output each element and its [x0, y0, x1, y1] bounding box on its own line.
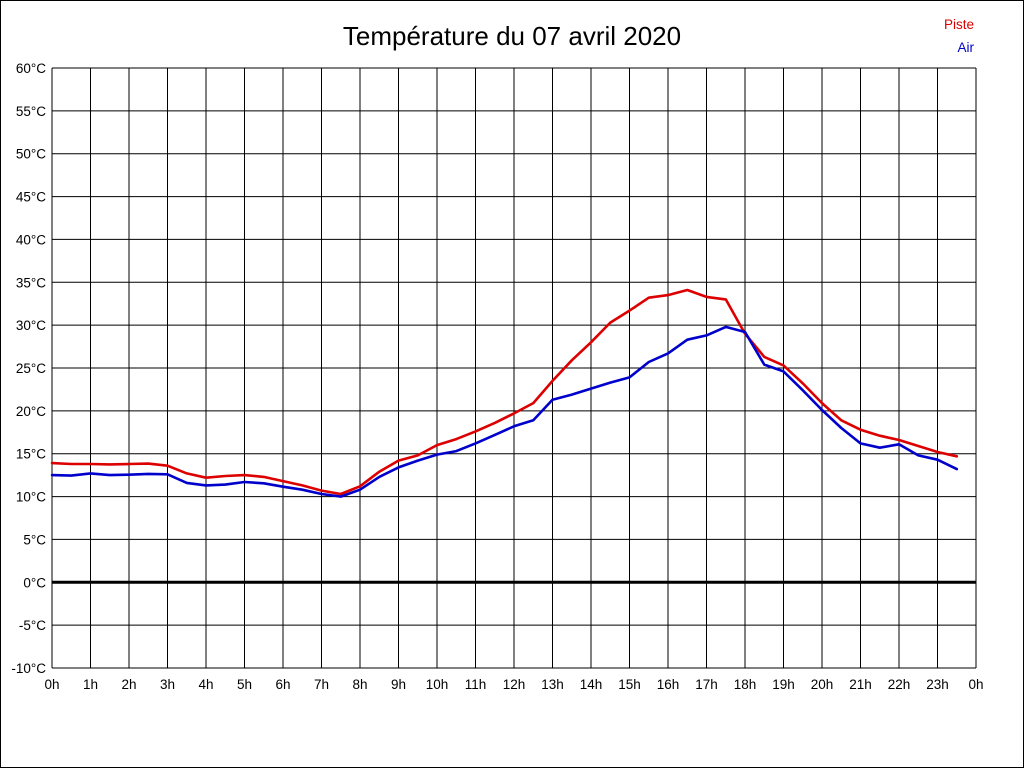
y-tick-label: 30°C: [16, 318, 46, 333]
x-tick-label: 3h: [160, 677, 175, 692]
x-tick-label: 22h: [888, 677, 911, 692]
x-tick-label: 16h: [657, 677, 680, 692]
chart-title: Température du 07 avril 2020: [342, 21, 682, 51]
x-tick-label: 6h: [275, 677, 290, 692]
x-tick-label: 0h: [968, 677, 983, 692]
x-tick-label: 2h: [121, 677, 136, 692]
y-tick-label: 40°C: [16, 232, 46, 247]
x-tick-label: 18h: [734, 677, 757, 692]
x-tick-label: 5h: [237, 677, 252, 692]
chart-legend: Piste Air: [944, 13, 974, 59]
y-tick-label: 25°C: [16, 361, 46, 376]
legend-air-label: Air: [957, 40, 975, 55]
y-tick-label: -10°C: [11, 661, 46, 676]
y-tick-label: 60°C: [16, 61, 46, 76]
x-tick-label: 13h: [541, 677, 564, 692]
y-tick-label: 15°C: [16, 447, 46, 462]
x-tick-label: 10h: [426, 677, 449, 692]
legend-piste-label: Piste: [943, 17, 974, 32]
series-line-air: [50, 325, 959, 498]
x-tick-label: 12h: [503, 677, 526, 692]
y-tick-label: 35°C: [16, 275, 46, 290]
y-tick-label: 55°C: [16, 104, 46, 119]
x-tick-label: 23h: [926, 677, 949, 692]
x-tick-label: 0h: [44, 677, 59, 692]
y-tick-label: -5°C: [19, 618, 46, 633]
x-tick-label: 21h: [849, 677, 872, 692]
x-tick-label: 1h: [83, 677, 98, 692]
x-tick-label: 7h: [314, 677, 329, 692]
x-tick-label: 8h: [352, 677, 367, 692]
x-tick-label: 4h: [198, 677, 213, 692]
x-tick-label: 20h: [811, 677, 834, 692]
series-line-piste: [50, 288, 959, 496]
y-tick-label: 20°C: [16, 404, 46, 419]
x-tick-label: 17h: [695, 677, 718, 692]
y-tick-label: 10°C: [16, 490, 46, 505]
y-tick-label: 5°C: [23, 532, 46, 547]
x-tick-label: 19h: [772, 677, 795, 692]
x-tick-label: 9h: [391, 677, 406, 692]
y-tick-label: 0°C: [23, 575, 46, 590]
x-tick-label: 15h: [618, 677, 641, 692]
y-tick-label: 50°C: [16, 147, 46, 162]
x-tick-label: 14h: [580, 677, 603, 692]
x-tick-label: 11h: [465, 677, 487, 692]
y-tick-label: 45°C: [16, 190, 46, 205]
